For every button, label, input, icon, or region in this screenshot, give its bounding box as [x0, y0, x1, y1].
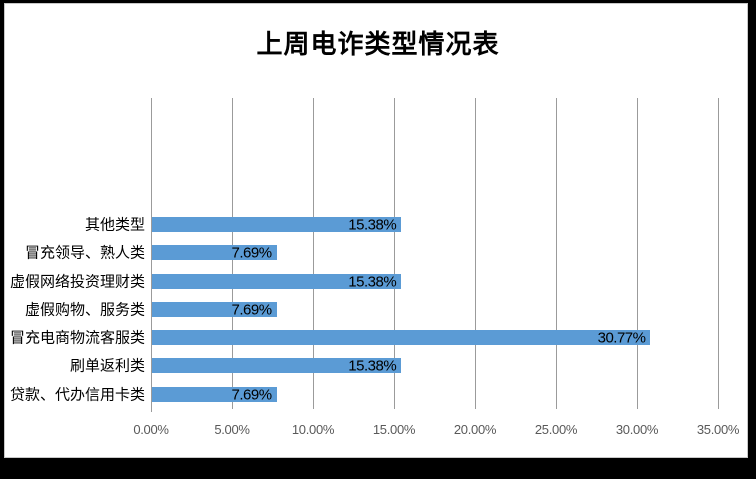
- chart-title: 上周电诈类型情况表: [256, 30, 500, 60]
- x-axis-tick-label: 0.00%: [133, 422, 169, 437]
- x-axis-tick-label: 10.00%: [291, 422, 335, 437]
- gridline: [313, 98, 314, 409]
- x-axis-tick-label: 15.00%: [372, 422, 416, 437]
- bar-6: [152, 387, 277, 402]
- x-axis-tick-label: 35.00%: [696, 422, 740, 437]
- bar-2: [152, 274, 401, 289]
- x-axis-tick-label: 30.00%: [615, 422, 659, 437]
- category-axis-label: 冒充领导、熟人类: [24, 243, 145, 261]
- bar-3: [152, 302, 277, 317]
- bar-value-label: 7.69%: [231, 301, 273, 318]
- category-axis-label: 贷款、代办信用卡类: [9, 385, 145, 403]
- category-axis-label: 虚假购物、服务类: [24, 300, 145, 318]
- x-axis-tick-label: 20.00%: [453, 422, 497, 437]
- gridline: [394, 98, 395, 409]
- gridline: [475, 98, 476, 409]
- value-axis-line: [151, 98, 152, 412]
- bar-value-label: 7.69%: [231, 244, 273, 261]
- x-axis-tick-label: 25.00%: [534, 422, 578, 437]
- category-axis-label: 虚假网络投资理财类: [9, 272, 145, 290]
- x-axis-tick-label: 5.00%: [214, 422, 250, 437]
- category-axis-label: 冒充电商物流客服类: [9, 328, 145, 346]
- bar-value-label: 7.69%: [231, 386, 273, 403]
- category-axis-label: 刷单返利类: [69, 356, 145, 374]
- bar-1: [152, 245, 277, 260]
- bar-value-label: 15.38%: [348, 216, 397, 233]
- category-axis-label: 其他类型: [84, 215, 145, 233]
- gridline: [556, 98, 557, 409]
- bar-value-label: 15.38%: [348, 273, 397, 290]
- gridline: [718, 98, 719, 409]
- bar-5: [152, 358, 401, 373]
- bar-value-label: 30.77%: [597, 329, 646, 346]
- bar-4: [152, 330, 650, 345]
- bar-value-label: 15.38%: [348, 357, 397, 374]
- gridline: [637, 98, 638, 409]
- bar-0: [152, 217, 401, 232]
